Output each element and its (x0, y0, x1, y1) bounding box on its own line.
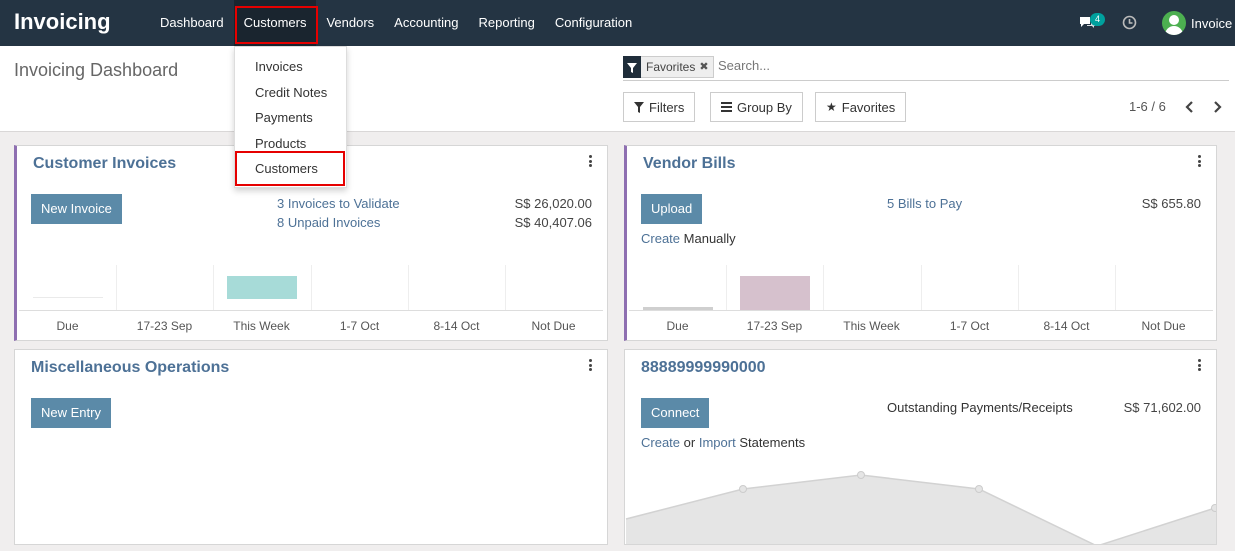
create-import-statements-line: Create or Import Statements (641, 435, 805, 450)
search-bar: Favorites ✖ (623, 56, 1229, 81)
graph-label-due: Due (666, 319, 689, 333)
filters-button[interactable]: Filters (623, 92, 696, 122)
bars-icon (721, 102, 732, 112)
graph-baseline (19, 310, 603, 311)
menu-vendors[interactable]: Vendors (326, 15, 375, 30)
graph-label-this-week: This Week (843, 319, 900, 333)
page-title: Invoicing Dashboard (14, 60, 179, 80)
new-invoice-button[interactable]: New Invoice (31, 194, 122, 224)
new-entry-button[interactable]: New Entry (31, 398, 111, 428)
card-title[interactable]: Miscellaneous Operations (31, 359, 230, 376)
filters-label: Filters (649, 99, 685, 115)
messages-badge: 4 (1090, 13, 1106, 26)
manually-text: Manually (683, 231, 736, 246)
control-panel: Invoicing Dashboard Favorites ✖ Filters … (0, 46, 1235, 132)
user-avatar[interactable] (1162, 11, 1186, 35)
customers-dropdown-menu: Invoices Credit Notes Payments Products … (234, 46, 347, 188)
menu-customers[interactable]: Customers (233, 0, 317, 46)
graph-label-due: Due (56, 319, 79, 333)
graph-bar-17-23-sep[interactable] (740, 276, 810, 310)
menu-configuration[interactable]: Configuration (554, 15, 633, 30)
graph-label-8-14-oct: 8-14 Oct (1043, 319, 1090, 333)
outstanding-payments-label: Outstanding Payments/Receipts (887, 400, 1073, 415)
menu-reporting[interactable]: Reporting (478, 15, 535, 30)
bank-journal-card: 88889999990000 Connect Outstanding Payme… (624, 349, 1217, 545)
graph-label-not-due: Not Due (531, 319, 576, 333)
filter-funnel-icon (623, 56, 641, 78)
create-manually-line: Create Manually (641, 231, 736, 246)
search-facet-favorites[interactable]: Favorites ✖ (623, 56, 714, 78)
favorites-button[interactable]: ★ Favorites (815, 92, 907, 122)
graph-baseline (629, 310, 1213, 311)
menu-accounting[interactable]: Accounting (394, 15, 459, 30)
graph-bar-this-week[interactable] (227, 276, 297, 299)
main-menu: Dashboard Customers Vendors Accounting R… (150, 0, 642, 46)
graph-label-this-week: This Week (233, 319, 290, 333)
funnel-icon (634, 101, 644, 113)
graph-label-8-14-oct: 8-14 Oct (433, 319, 480, 333)
dropdown-item-products[interactable]: Products (255, 136, 307, 151)
group-by-label: Group By (737, 99, 792, 115)
pager-previous-icon[interactable] (1183, 99, 1197, 115)
dropdown-item-payments[interactable]: Payments (255, 110, 313, 125)
dropdown-item-credit-notes[interactable]: Credit Notes (255, 85, 328, 100)
graph-label-1-7-oct: 1-7 Oct (949, 319, 990, 333)
graph-label-1-7-oct: 1-7 Oct (339, 319, 380, 333)
menu-dashboard[interactable]: Dashboard (160, 15, 224, 30)
graph-label-17-23-sep: 17-23 Sep (746, 319, 803, 333)
misc-operations-card: Miscellaneous Operations New Entry (14, 349, 608, 545)
graph-bar-due[interactable] (33, 297, 103, 298)
card-title[interactable]: 88889999990000 (641, 359, 766, 376)
create-link[interactable]: Create (641, 231, 681, 246)
clock-icon[interactable] (1122, 15, 1137, 30)
bills-to-pay-amount: S$ 655.80 (1141, 196, 1201, 211)
app-brand[interactable]: Invoicing (14, 9, 111, 34)
group-by-button[interactable]: Group By (710, 92, 803, 122)
pager-next-icon[interactable] (1210, 99, 1224, 115)
card-options-icon[interactable] (589, 155, 593, 167)
graph-label-17-23-sep: 17-23 Sep (136, 319, 193, 333)
graph-bar-due[interactable] (643, 307, 713, 310)
invoices-to-validate-link[interactable]: 3 Invoices to Validate (277, 196, 400, 211)
create-link[interactable]: Create (641, 435, 681, 450)
statements-text: Statements (739, 435, 806, 450)
favorites-label: Favorites (841, 99, 896, 115)
upload-button[interactable]: Upload (641, 194, 703, 224)
pager-value[interactable]: 1-6 / 6 (1129, 99, 1166, 114)
user-menu-name[interactable]: Invoice (1191, 16, 1233, 31)
bank-balance-graph (625, 471, 1216, 544)
facet-label: Favorites (646, 60, 696, 74)
vendor-bills-card: Vendor Bills Upload 5 Bills to Pay S$ 65… (624, 145, 1217, 341)
invoices-to-validate-amount: S$ 26,020.00 (514, 196, 592, 211)
unpaid-invoices-link[interactable]: 8 Unpaid Invoices (277, 215, 381, 230)
outstanding-payments-amount: S$ 71,602.00 (1123, 400, 1201, 415)
remove-facet-icon[interactable]: ✖ (699, 61, 709, 73)
connect-button[interactable]: Connect (641, 398, 710, 428)
dropdown-item-invoices[interactable]: Invoices (255, 59, 303, 74)
star-icon: ★ (826, 100, 837, 114)
search-input[interactable] (718, 58, 1218, 73)
invoice-aging-graph (19, 265, 603, 311)
card-options-icon[interactable] (1198, 155, 1202, 167)
import-link[interactable]: Import (698, 435, 736, 450)
bills-to-pay-link[interactable]: 5 Bills to Pay (887, 196, 963, 211)
card-options-icon[interactable] (1198, 359, 1202, 371)
bills-aging-graph (629, 265, 1213, 311)
card-options-icon[interactable] (589, 359, 593, 371)
or-text: or (683, 435, 696, 450)
card-title[interactable]: Customer Invoices (33, 155, 177, 172)
unpaid-invoices-amount: S$ 40,407.06 (514, 215, 592, 230)
top-navbar: Invoicing Dashboard Customers Vendors Ac… (0, 0, 1235, 46)
graph-label-not-due: Not Due (1141, 319, 1186, 333)
card-title[interactable]: Vendor Bills (643, 155, 736, 172)
dropdown-item-customers[interactable]: Customers (255, 161, 318, 176)
